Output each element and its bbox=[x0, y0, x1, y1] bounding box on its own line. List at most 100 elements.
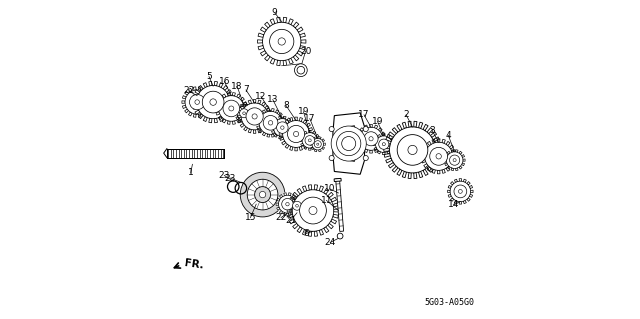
Polygon shape bbox=[296, 203, 299, 205]
Polygon shape bbox=[237, 119, 241, 123]
Circle shape bbox=[287, 184, 339, 237]
Polygon shape bbox=[435, 148, 441, 152]
Polygon shape bbox=[209, 118, 212, 123]
Polygon shape bbox=[386, 158, 392, 163]
Polygon shape bbox=[334, 178, 341, 182]
Polygon shape bbox=[258, 129, 261, 133]
Polygon shape bbox=[270, 19, 275, 25]
Circle shape bbox=[239, 109, 248, 118]
Polygon shape bbox=[310, 143, 312, 145]
Circle shape bbox=[189, 94, 205, 110]
Polygon shape bbox=[303, 120, 307, 124]
Polygon shape bbox=[296, 213, 298, 215]
Polygon shape bbox=[469, 185, 472, 189]
Polygon shape bbox=[222, 94, 226, 98]
Polygon shape bbox=[237, 94, 241, 98]
Polygon shape bbox=[313, 131, 316, 134]
Circle shape bbox=[275, 192, 300, 216]
Polygon shape bbox=[185, 91, 189, 95]
Circle shape bbox=[259, 191, 266, 198]
Polygon shape bbox=[445, 155, 447, 157]
Circle shape bbox=[294, 131, 299, 137]
Polygon shape bbox=[216, 102, 220, 105]
Circle shape bbox=[444, 149, 466, 171]
Polygon shape bbox=[288, 204, 290, 207]
Circle shape bbox=[294, 64, 307, 77]
Polygon shape bbox=[442, 169, 445, 173]
Polygon shape bbox=[303, 209, 305, 211]
Polygon shape bbox=[236, 116, 239, 120]
Polygon shape bbox=[276, 198, 280, 201]
Polygon shape bbox=[293, 22, 299, 28]
Text: 19: 19 bbox=[372, 117, 383, 126]
Polygon shape bbox=[218, 97, 222, 101]
Polygon shape bbox=[470, 190, 473, 193]
Polygon shape bbox=[442, 139, 445, 143]
Polygon shape bbox=[452, 150, 456, 153]
Polygon shape bbox=[259, 130, 262, 133]
Circle shape bbox=[268, 121, 273, 125]
Polygon shape bbox=[262, 127, 266, 131]
Polygon shape bbox=[386, 137, 392, 142]
Polygon shape bbox=[270, 58, 275, 64]
Polygon shape bbox=[304, 146, 307, 150]
Polygon shape bbox=[333, 113, 365, 174]
Polygon shape bbox=[296, 197, 298, 199]
Polygon shape bbox=[432, 169, 435, 173]
Circle shape bbox=[446, 152, 463, 168]
Polygon shape bbox=[278, 113, 282, 116]
Polygon shape bbox=[387, 151, 390, 154]
Text: 22: 22 bbox=[275, 213, 287, 222]
Circle shape bbox=[383, 121, 442, 179]
Polygon shape bbox=[216, 107, 219, 110]
Polygon shape bbox=[280, 195, 283, 198]
Polygon shape bbox=[228, 95, 234, 99]
Polygon shape bbox=[245, 104, 248, 107]
Polygon shape bbox=[308, 128, 312, 131]
Circle shape bbox=[237, 99, 272, 134]
Polygon shape bbox=[303, 144, 307, 148]
Polygon shape bbox=[333, 203, 339, 207]
Polygon shape bbox=[241, 97, 244, 101]
Polygon shape bbox=[423, 124, 428, 131]
Polygon shape bbox=[364, 125, 367, 129]
Polygon shape bbox=[447, 190, 450, 193]
Polygon shape bbox=[308, 148, 311, 150]
Circle shape bbox=[450, 181, 470, 202]
Polygon shape bbox=[198, 114, 203, 119]
Circle shape bbox=[192, 81, 234, 123]
Polygon shape bbox=[271, 108, 274, 112]
Circle shape bbox=[331, 126, 366, 161]
Polygon shape bbox=[193, 114, 196, 117]
Polygon shape bbox=[291, 126, 294, 129]
Circle shape bbox=[420, 138, 457, 174]
Polygon shape bbox=[456, 150, 458, 152]
Text: 23: 23 bbox=[219, 171, 230, 180]
Polygon shape bbox=[459, 179, 461, 181]
Circle shape bbox=[246, 108, 263, 125]
Polygon shape bbox=[206, 109, 210, 113]
Circle shape bbox=[285, 203, 289, 206]
Polygon shape bbox=[249, 107, 252, 110]
Circle shape bbox=[237, 106, 251, 120]
Text: 19: 19 bbox=[298, 107, 309, 116]
Polygon shape bbox=[357, 142, 361, 145]
Circle shape bbox=[282, 198, 293, 210]
Polygon shape bbox=[238, 110, 242, 113]
Text: 10: 10 bbox=[324, 184, 335, 193]
Polygon shape bbox=[238, 120, 242, 123]
Polygon shape bbox=[308, 130, 311, 133]
Polygon shape bbox=[295, 207, 298, 210]
Circle shape bbox=[252, 114, 257, 119]
Polygon shape bbox=[284, 136, 286, 139]
Circle shape bbox=[287, 196, 307, 216]
Polygon shape bbox=[240, 104, 243, 107]
Polygon shape bbox=[289, 200, 291, 203]
Polygon shape bbox=[264, 22, 270, 28]
Text: 4: 4 bbox=[445, 131, 451, 140]
Text: 13: 13 bbox=[267, 95, 278, 104]
Circle shape bbox=[241, 103, 268, 130]
Circle shape bbox=[278, 195, 296, 213]
Polygon shape bbox=[249, 116, 252, 120]
Polygon shape bbox=[241, 116, 244, 120]
